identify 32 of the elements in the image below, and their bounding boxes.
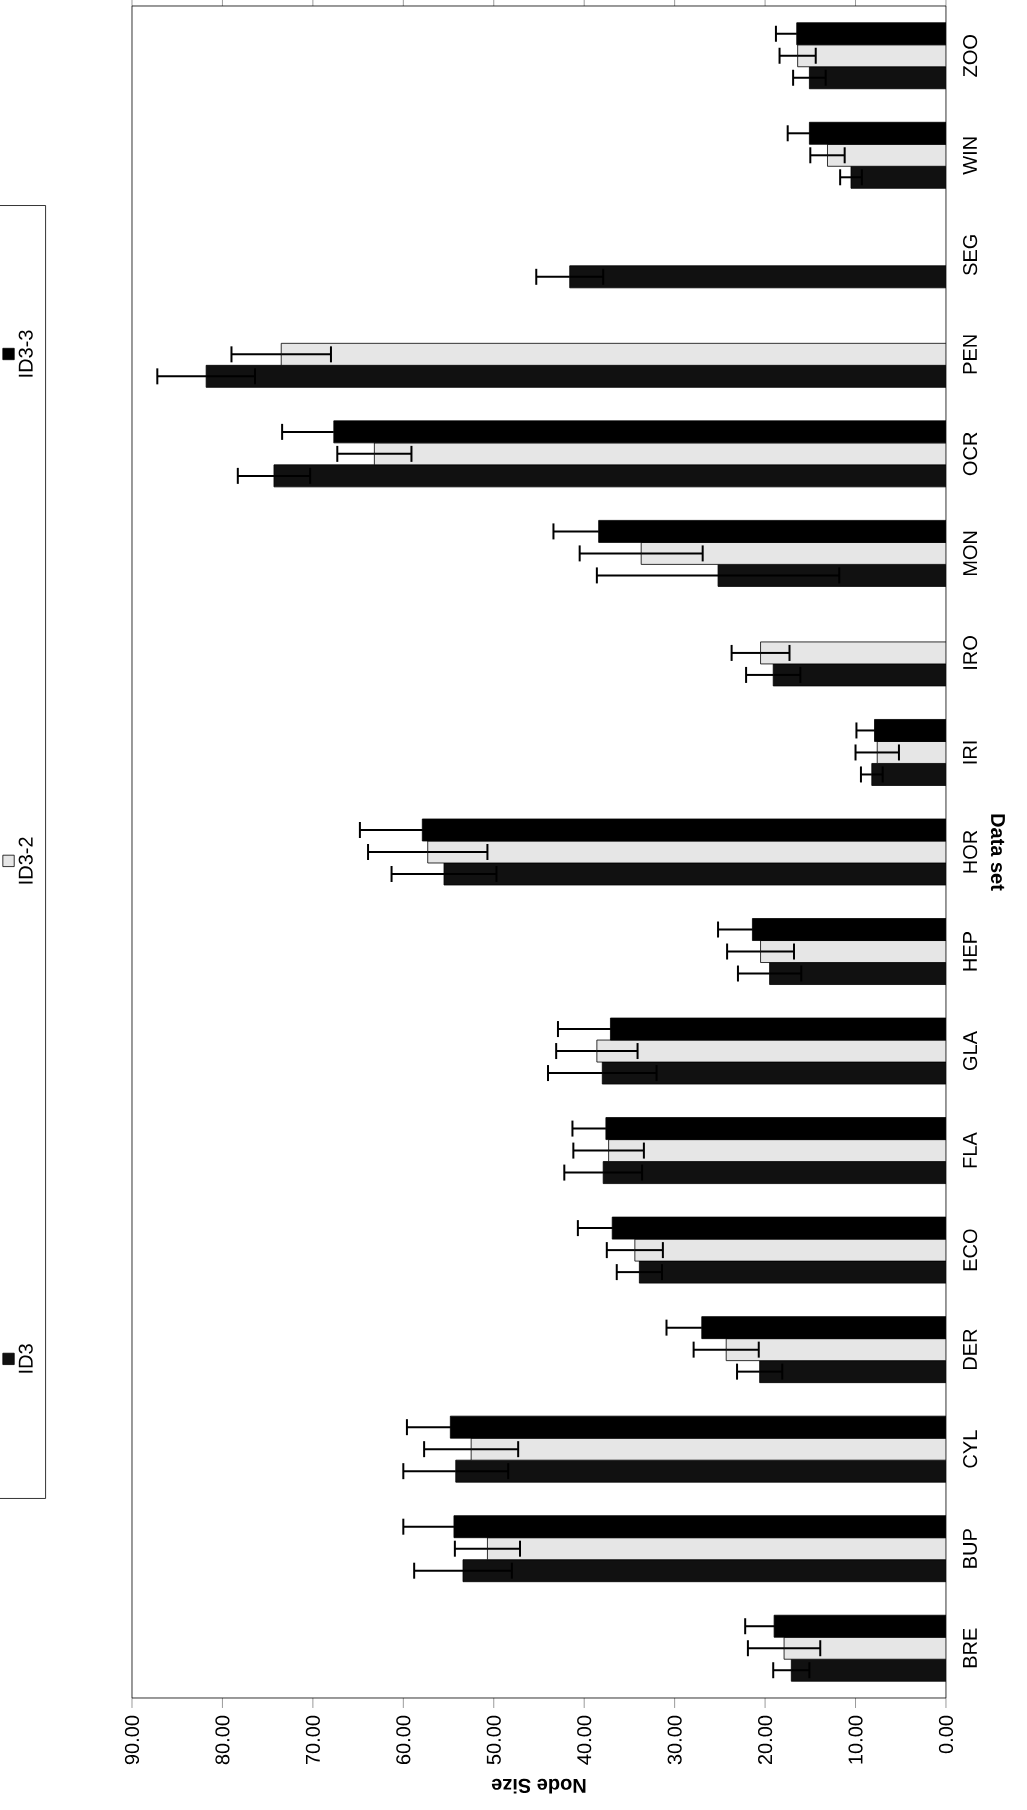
x-tick-label: 0.00 bbox=[938, 1715, 954, 1754]
y-tick-label: MON bbox=[963, 531, 978, 576]
y-tick-label: ECO bbox=[963, 1229, 978, 1271]
y-tick-label: DER bbox=[963, 1329, 977, 1370]
y-tick-label: BUP bbox=[963, 1529, 977, 1568]
x-tick-label: 90.00 bbox=[124, 1715, 140, 1765]
y-tick-label: CYL bbox=[963, 1430, 978, 1468]
y-tick-label: SEG bbox=[963, 235, 978, 276]
y-tick-label: FLA bbox=[963, 1132, 977, 1168]
y-tick-label: BRE bbox=[963, 1628, 977, 1668]
x-tick-label: 60.00 bbox=[396, 1715, 411, 1765]
y-tick-label: PEN bbox=[963, 335, 977, 374]
y-tick-label: ZOO bbox=[963, 35, 978, 77]
y-axis-title: Data set bbox=[990, 814, 1005, 891]
x-tick-label: 80.00 bbox=[215, 1715, 230, 1765]
x-tick-label: 10.00 bbox=[848, 1715, 863, 1764]
y-tick-label: HEP bbox=[963, 932, 977, 971]
x-axis-title: Node Size bbox=[491, 1778, 586, 1794]
y-tick-label: GLA bbox=[963, 1031, 978, 1071]
y-tick-label: OCR bbox=[963, 432, 978, 476]
y-tick-label: IRI bbox=[963, 741, 977, 764]
legend-label: ID3 bbox=[18, 1344, 33, 1373]
legend-label: ID3-3 bbox=[18, 330, 33, 377]
x-tick-label: 50.00 bbox=[486, 1715, 501, 1765]
legend-label: ID3-2 bbox=[18, 837, 33, 884]
x-tick-label: 40.00 bbox=[577, 1715, 592, 1765]
y-tick-label: IRO bbox=[963, 636, 978, 669]
y-tick-label: WIN bbox=[963, 137, 977, 175]
x-tick-label: 70.00 bbox=[305, 1715, 320, 1765]
x-tick-label: 20.00 bbox=[758, 1715, 773, 1765]
y-tick-label: HOR bbox=[963, 830, 978, 873]
x-tick-label: 30.00 bbox=[667, 1715, 682, 1765]
